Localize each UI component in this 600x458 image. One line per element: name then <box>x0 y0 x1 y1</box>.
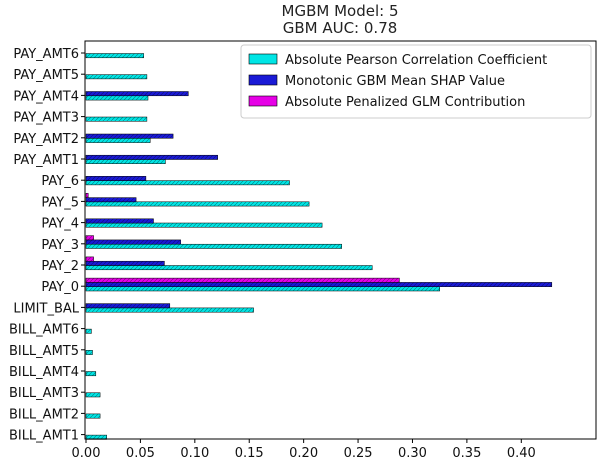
x-tick-label: 0.10 <box>180 446 209 458</box>
bar-hatch <box>86 201 310 207</box>
plot-frame <box>84 40 597 440</box>
bar-hatch <box>86 134 174 139</box>
bar-hatch <box>86 435 107 440</box>
bar-hatch <box>86 350 93 355</box>
y-tick-label: BILL_AMT2 <box>9 407 79 422</box>
bar-hatch <box>86 261 165 266</box>
legend-label: Monotonic GBM Mean SHAP Value <box>285 74 505 89</box>
chart-title-line-2: GBM AUC: 0.78 <box>283 19 398 37</box>
x-tick-label: 0.05 <box>126 446 155 458</box>
bar-hatch <box>86 180 290 185</box>
y-tick-label: PAY_2 <box>41 259 79 274</box>
x-tick-label: 0.00 <box>72 446 101 458</box>
bar-hatch <box>86 278 400 283</box>
bar-hatch <box>86 256 94 262</box>
y-tick-label: PAY_AMT4 <box>13 89 79 104</box>
bar-hatch <box>86 286 440 291</box>
y-tick-label: PAY_4 <box>41 217 79 232</box>
bar-hatch <box>86 371 96 376</box>
y-tick-label: PAY_0 <box>41 280 79 295</box>
legend-swatch <box>248 95 278 107</box>
bar-hatch <box>86 329 92 334</box>
legend: Absolute Pearson Correlation Coefficient… <box>240 44 592 119</box>
x-tick-label: 0.25 <box>344 446 373 458</box>
bar-hatch <box>86 159 166 164</box>
bar-hatch <box>86 53 144 58</box>
legend-box <box>240 44 592 119</box>
bar-hatch <box>86 282 552 287</box>
x-tick-label: 0.20 <box>289 446 318 458</box>
bar-hatch <box>86 176 146 181</box>
bar-hatch <box>86 413 101 419</box>
bar-hatch <box>86 223 323 228</box>
y-tick-label: BILL_AMT1 <box>9 429 79 444</box>
bar-hatch <box>86 307 254 313</box>
y-tick-label: PAY_3 <box>41 238 79 253</box>
legend-label: Absolute Pearson Correlation Coefficient <box>285 53 547 68</box>
y-tick-label: PAY_AMT5 <box>13 68 79 83</box>
y-tick-label: LIMIT_BAL <box>13 301 79 316</box>
legend-label: Absolute Penalized GLM Contribution <box>285 95 525 110</box>
y-tick-label: PAY_AMT2 <box>13 132 79 147</box>
x-tick-label: 0.15 <box>235 446 264 458</box>
chart-title-line-1: MGBM Model: 5 <box>282 2 399 20</box>
x-tick-label: 0.40 <box>507 446 536 458</box>
bar-hatch <box>86 197 137 202</box>
y-tick-label: PAY_AMT6 <box>13 47 79 62</box>
bar-hatch <box>86 244 342 249</box>
y-tick-label: BILL_AMT5 <box>9 344 79 359</box>
y-tick-label: BILL_AMT4 <box>9 365 79 380</box>
bar-hatch <box>86 74 147 79</box>
bar-hatch <box>86 265 373 270</box>
y-tick-label: PAY_AMT1 <box>13 153 79 168</box>
legend-swatch <box>248 74 278 86</box>
bar-hatch <box>86 303 170 308</box>
y-tick-label: PAY_5 <box>41 195 79 210</box>
x-tick-label: 0.30 <box>398 446 427 458</box>
bar-hatch <box>86 117 147 122</box>
y-tick-label: PAY_AMT3 <box>13 111 79 126</box>
bar-hatch <box>86 235 94 240</box>
bar-hatch <box>86 392 101 397</box>
y-tick-label: BILL_AMT6 <box>9 323 79 338</box>
bar-hatch <box>86 95 148 101</box>
legend-swatch <box>248 53 278 65</box>
y-tick-label: BILL_AMT3 <box>9 386 79 401</box>
bar-hatch <box>86 193 89 198</box>
bar-hatch <box>86 138 151 143</box>
bar-hatch <box>86 155 218 160</box>
x-tick-label: 0.35 <box>452 446 481 458</box>
bar-hatch <box>86 91 189 96</box>
bar-hatch <box>86 218 154 224</box>
bar-hatch <box>86 239 181 245</box>
y-tick-label: PAY_6 <box>41 174 79 189</box>
